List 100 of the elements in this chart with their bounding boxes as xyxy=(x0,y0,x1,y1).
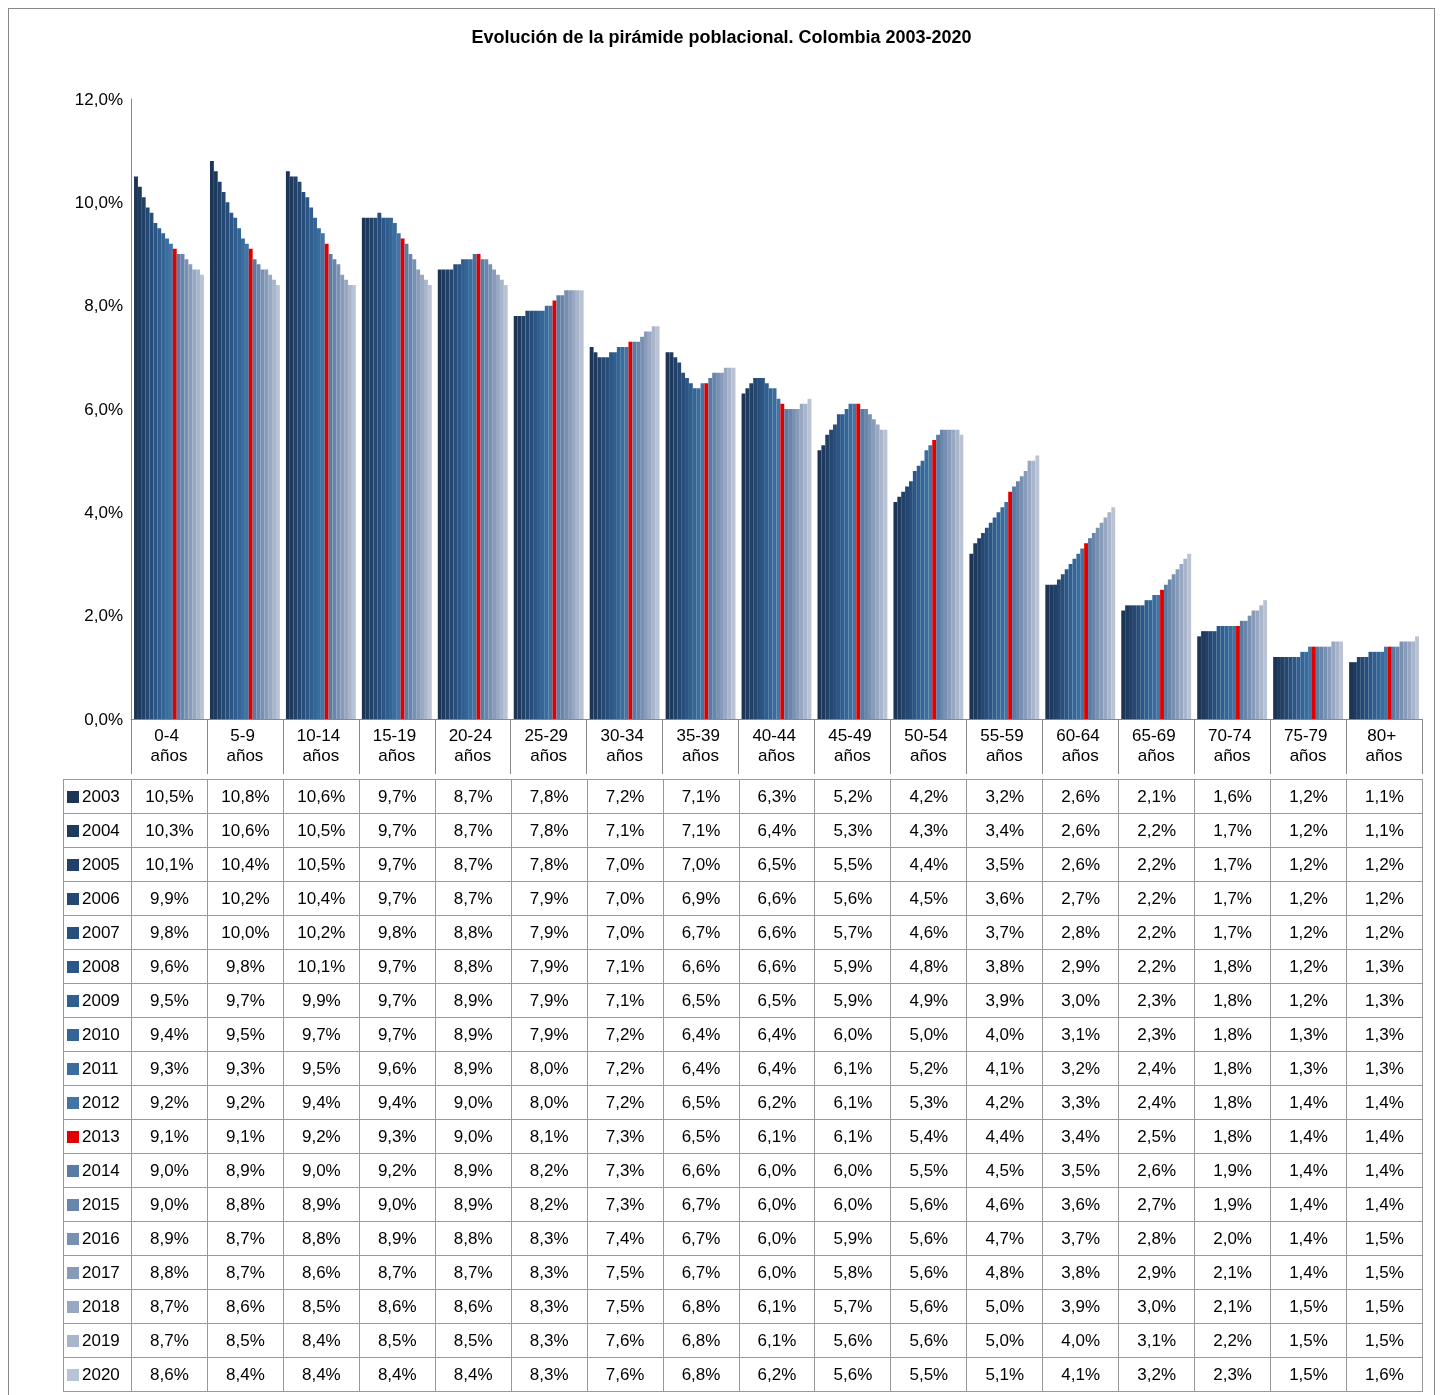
bar xyxy=(480,259,485,719)
bar xyxy=(1208,631,1213,719)
bar xyxy=(601,357,606,719)
data-label: 7,6% xyxy=(587,1357,664,1392)
data-label: 5,2% xyxy=(814,779,891,814)
data-label: 6,6% xyxy=(663,949,739,984)
data-label: 10,3% xyxy=(131,813,208,848)
bar xyxy=(209,161,214,719)
bar xyxy=(901,491,906,719)
data-label: 7,9% xyxy=(511,983,588,1018)
data-label: 8,7% xyxy=(207,1221,284,1256)
x-tick-label: 65-69 años xyxy=(1132,725,1181,765)
data-label: 8,3% xyxy=(511,1221,588,1256)
data-label: 8,9% xyxy=(435,1187,512,1222)
data-label: 4,4% xyxy=(890,847,967,882)
data-label: 2,4% xyxy=(1118,1085,1195,1120)
data-label: 6,4% xyxy=(739,813,815,848)
data-label: 8,3% xyxy=(511,1323,588,1358)
data-label: 7,1% xyxy=(587,949,664,984)
data-label: 7,8% xyxy=(511,847,588,882)
bar xyxy=(575,290,580,719)
bar xyxy=(556,295,561,719)
data-label: 6,7% xyxy=(663,915,739,950)
data-label: 5,9% xyxy=(814,983,891,1018)
data-label: 1,2% xyxy=(1270,813,1347,848)
bar xyxy=(564,290,569,719)
data-label: 6,0% xyxy=(814,1153,891,1188)
bar xyxy=(200,274,204,719)
bar xyxy=(640,336,645,719)
data-label: 9,8% xyxy=(359,915,436,950)
bar xyxy=(196,269,201,719)
data-label: 5,9% xyxy=(814,1221,891,1256)
data-label: 3,5% xyxy=(1042,1153,1119,1188)
data-label: 8,1% xyxy=(511,1119,588,1154)
data-label: 1,5% xyxy=(1270,1357,1347,1392)
data-label: 4,5% xyxy=(890,881,967,916)
data-label: 9,5% xyxy=(283,1051,360,1086)
data-label: 7,8% xyxy=(511,779,588,814)
data-label: 6,0% xyxy=(814,1187,891,1222)
data-label: 1,8% xyxy=(1194,949,1271,984)
bar xyxy=(916,465,921,719)
bar xyxy=(571,290,576,719)
data-label: 6,0% xyxy=(739,1255,815,1290)
data-label: 7,6% xyxy=(587,1323,664,1358)
bar xyxy=(1152,595,1157,719)
bar xyxy=(1259,605,1264,719)
x-tick-label: 35-39 años xyxy=(676,725,725,765)
data-label: 6,5% xyxy=(739,983,815,1018)
data-label: 5,9% xyxy=(814,949,891,984)
data-label: 6,5% xyxy=(663,1085,739,1120)
bar xyxy=(285,171,290,719)
bar xyxy=(1339,641,1344,719)
legend-label: 2009 xyxy=(82,990,120,1010)
data-label: 8,7% xyxy=(435,813,512,848)
data-label: 9,7% xyxy=(207,983,284,1018)
bar xyxy=(544,305,549,719)
bar xyxy=(268,274,273,719)
data-label: 1,5% xyxy=(1346,1255,1423,1290)
data-label: 1,6% xyxy=(1346,1357,1423,1392)
data-label: 1,7% xyxy=(1194,881,1271,916)
bar xyxy=(517,316,522,719)
data-label: 8,6% xyxy=(131,1357,208,1392)
data-label: 1,3% xyxy=(1270,1017,1347,1052)
data-label: 2,9% xyxy=(1118,1255,1195,1290)
x-tick-label: 0-4 años xyxy=(150,725,188,765)
bar xyxy=(1315,646,1320,719)
bar xyxy=(628,341,633,719)
data-label: 10,5% xyxy=(283,813,360,848)
data-label: 2,2% xyxy=(1118,949,1195,984)
bar xyxy=(568,290,572,719)
data-label: 8,5% xyxy=(435,1323,512,1358)
data-label: 8,3% xyxy=(511,1357,588,1392)
data-label: 6,0% xyxy=(739,1221,815,1256)
data-label: 7,1% xyxy=(587,813,664,848)
data-label: 1,4% xyxy=(1270,1221,1347,1256)
data-label: 7,2% xyxy=(587,1017,664,1052)
data-label: 6,3% xyxy=(739,779,815,814)
data-label: 9,2% xyxy=(131,1085,208,1120)
bar xyxy=(1356,657,1361,719)
bar xyxy=(1384,646,1388,719)
data-label: 3,7% xyxy=(966,915,1043,950)
data-label: 5,5% xyxy=(814,847,891,882)
data-label: 10,1% xyxy=(283,949,360,984)
bar xyxy=(533,310,538,719)
bar xyxy=(1284,657,1289,719)
bar xyxy=(244,243,249,719)
data-label: 8,8% xyxy=(131,1255,208,1290)
bar xyxy=(712,372,717,719)
bar xyxy=(620,347,625,719)
data-label: 7,9% xyxy=(511,881,588,916)
x-tick-label: 20-24 años xyxy=(448,725,497,765)
data-label: 3,1% xyxy=(1042,1017,1119,1052)
x-tick-label: 55-59 años xyxy=(980,725,1029,765)
bar xyxy=(184,259,189,719)
data-label: 6,1% xyxy=(814,1085,891,1120)
data-label: 1,4% xyxy=(1346,1085,1423,1120)
data-label: 1,3% xyxy=(1346,1017,1423,1052)
data-label: 6,2% xyxy=(739,1085,815,1120)
data-label: 8,7% xyxy=(131,1289,208,1324)
data-label: 9,6% xyxy=(131,949,208,984)
